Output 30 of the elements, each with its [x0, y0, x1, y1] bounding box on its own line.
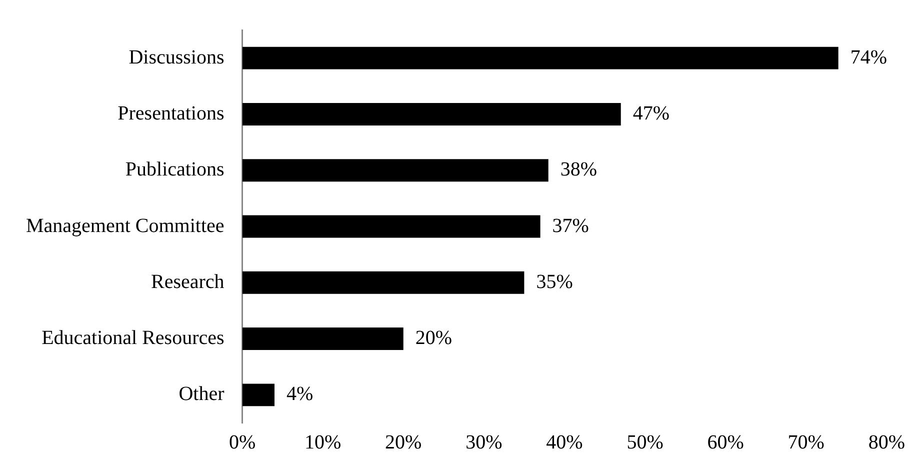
y-tick-label: Research: [150, 270, 224, 293]
x-tick-label: 70%: [788, 431, 824, 454]
data-label: 35%: [536, 270, 573, 293]
bar: [242, 46, 838, 70]
data-label: 20%: [415, 327, 452, 350]
x-tick-label: 0%: [228, 431, 256, 454]
y-tick-label: Presentations: [118, 102, 224, 124]
y-tick-label: Other: [178, 383, 225, 406]
x-tick-label: 40%: [546, 431, 583, 454]
x-tick-label: 20%: [385, 431, 422, 454]
data-label: 38%: [560, 158, 598, 181]
bar: [242, 215, 540, 238]
y-tick-label: Publications: [125, 158, 224, 181]
bar: [242, 159, 548, 182]
bar: [242, 328, 404, 350]
data-label: 37%: [552, 214, 589, 237]
bar: [242, 271, 524, 294]
bar: [242, 384, 274, 406]
data-label: 47%: [632, 102, 670, 124]
x-tick-label: 60%: [707, 431, 744, 454]
x-tick-label: 10%: [304, 431, 342, 454]
bar: [242, 102, 621, 126]
x-tick-label: 30%: [466, 431, 502, 454]
data-label: 4%: [286, 383, 314, 406]
x-tick-label: 50%: [626, 431, 664, 454]
x-tick-label: 80%: [868, 431, 906, 454]
data-label: 74%: [850, 46, 888, 68]
y-tick-label: Educational Resources: [42, 327, 224, 350]
y-tick-label: Management Committee: [26, 214, 224, 237]
y-tick-label: Discussions: [128, 46, 224, 68]
